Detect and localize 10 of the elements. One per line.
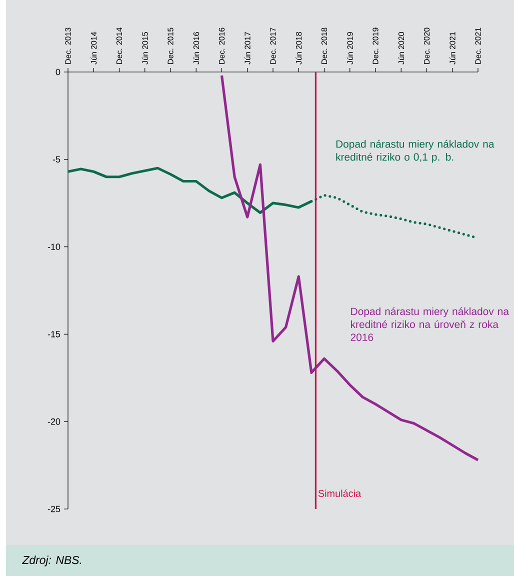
ref-line-label: Simulácia (318, 490, 362, 497)
text: Zdroj: NBS. (22, 556, 82, 566)
y-tick-label: -25 (48, 506, 60, 512)
y-tick-label: -15 (48, 331, 60, 338)
y-tick-label: -5 (52, 156, 60, 163)
text: Dopad nárastu miery nákladov na kreditné riziko na úroveň z roka 2016 (350, 307, 509, 342)
y-tick-label: -10 (48, 244, 60, 250)
y-tick-label: -20 (48, 418, 60, 425)
text: Dopad nárastu miery nákladov na kreditné riziko o 0,1 p. b. (336, 140, 494, 163)
y-tick-label: 0 (56, 68, 60, 76)
